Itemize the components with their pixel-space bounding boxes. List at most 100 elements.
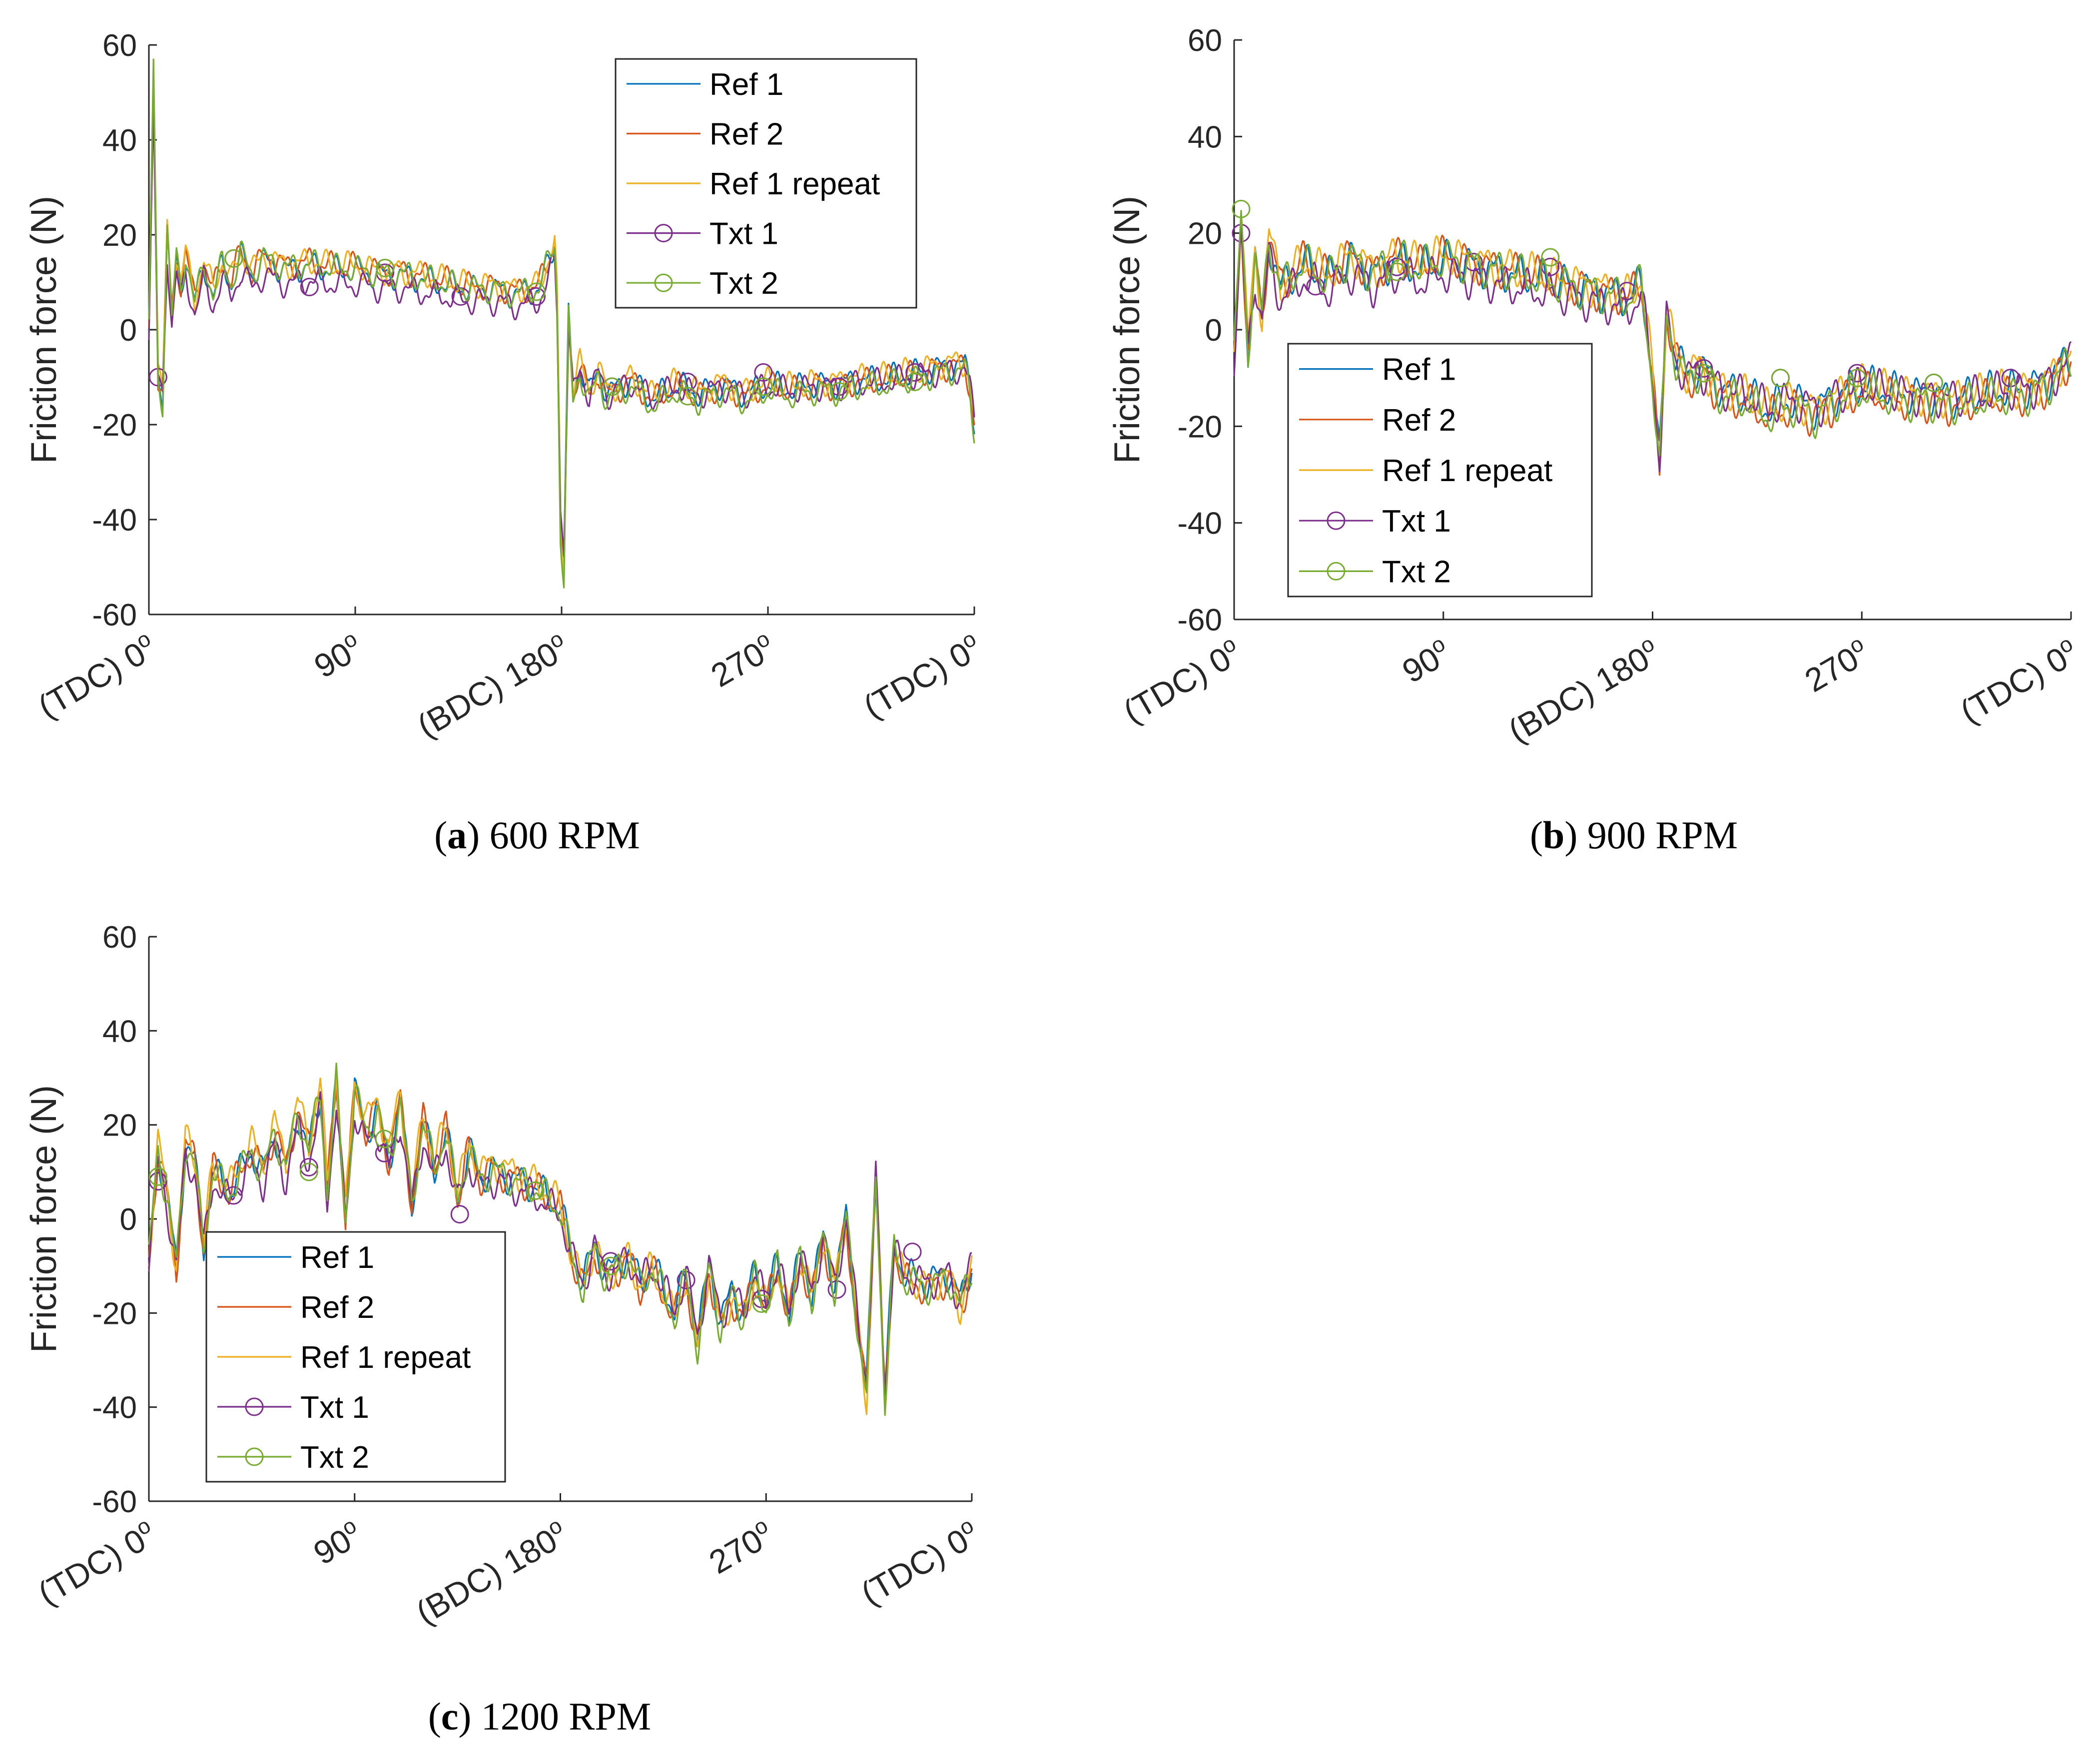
series-marker-txt-2 [829,382,848,401]
panel-c-y-axis-title: Friction force (N) [24,1085,64,1353]
y-tick-label: 40 [1188,120,1222,154]
panel-b-caption-text: 900 RPM [1577,813,1738,857]
panel-a-caption-text: 600 RPM [480,813,640,857]
y-tick-label: -40 [1177,507,1222,541]
x-tick-label: 90o [307,626,369,685]
panel-c-y-tick-labels: -60 -40 -20 0 20 40 60 [92,920,157,1519]
series-marker-txt-2 [752,1294,771,1313]
series-marker-txt-1 [1464,253,1483,272]
series-marker-txt-2 [754,377,773,396]
series-line-ref-1-repeat [148,1075,973,1416]
y-tick-label: 0 [1205,313,1222,348]
panel-b-legend: Ref 1 Ref 2 Ref 1 repeat Txt 1 Txt 2 [1287,343,1593,597]
series-marker-txt-2 [299,1163,318,1181]
x-tick-label: (TDC) 0o [853,1513,985,1612]
panel-b-caption-letter: b [1543,813,1564,857]
series-marker-txt-2 [526,1181,545,1200]
panel-c-1200rpm: Friction force (N) -60 -40 -20 0 20 40 60 (TDC… [24,920,985,1738]
series-line-txt-2 [148,1062,973,1416]
y-tick-label: 20 [102,1109,137,1143]
x-tick-label: 270o [1797,631,1875,699]
panel-c-caption-letter: c [441,1695,459,1738]
series-marker-txt-2 [1848,369,1867,388]
x-tick-label: (BDC) 180o [409,1513,574,1632]
series-line-txt-2 [148,58,975,588]
y-tick-label: 40 [102,1014,137,1049]
series-marker-txt-1 [299,1158,318,1176]
y-tick-label: -20 [92,1296,137,1331]
legend-label-ref-1: Ref 1 [1382,353,1456,387]
y-tick-label: -20 [92,408,137,443]
legend-label-txt-2: Txt 2 [709,266,778,301]
y-tick-label: -40 [92,1391,137,1425]
legend-label-txt-2: Txt 2 [1382,555,1451,589]
legend-label-txt-2: Txt 2 [300,1440,369,1475]
legend-label-ref-2: Ref 2 [1382,403,1456,438]
series-marker-txt-2 [603,377,622,396]
y-tick-label: 60 [1188,23,1222,58]
series-marker-txt-2 [1541,248,1560,267]
legend-marker [654,224,673,243]
panel-c-plot-area [148,937,973,1502]
series-line-txt-2 [1233,210,2072,457]
panel-a-caption: (a) 600 RPM [434,813,640,857]
x-tick-label: (BDC) 180o [1501,631,1666,750]
legend-box [1287,343,1593,597]
panel-b-plot-area [1232,40,2072,620]
panel-b-y-axis-title: Friction force (N) [1107,196,1147,464]
series-marker-txt-1 [450,1205,469,1224]
series-marker-txt-2 [148,1167,167,1186]
y-tick-label: 60 [102,920,137,955]
legend-marker [654,273,673,292]
series-line-txt-1 [148,102,975,558]
panel-a-plot-area [148,45,975,615]
panel-c-legend: Ref 1 Ref 2 Ref 1 repeat Txt 1 Txt 2 [205,1231,506,1483]
series-marker-txt-2 [224,249,243,268]
series-marker-txt-2 [1924,373,1943,392]
legend-marker [1327,562,1346,581]
series-marker-txt-2 [376,259,395,277]
legend-label-ref-1-repeat: Ref 1 repeat [300,1340,471,1375]
legend-label-ref-2: Ref 2 [300,1290,374,1325]
panel-a-caption-letter: a [447,813,467,857]
series-marker-txt-2 [1694,364,1713,383]
panel-a-legend: Ref 1 Ref 2 Ref 1 repeat Txt 1 Txt 2 [615,58,917,309]
series-marker-txt-1 [1694,359,1713,378]
series-marker-txt-2 [601,1256,620,1275]
panel-a-600rpm: Friction force (N) -60 -40 -20 0 20 40 60 (TDC… [24,28,988,857]
x-tick-label: 90o [306,1513,368,1572]
y-tick-label: -60 [92,598,137,632]
y-tick-label: 20 [102,218,137,253]
panel-c-x-tick-labels: (TDC) 0o 90o (BDC) 180o 270o (TDC) 0o [32,1493,985,1632]
panel-a-x-tick-labels: (TDC) 0o 90o (BDC) 180o 270o (TDC) 0o [32,606,988,745]
panel-c-caption: (c) 1200 RPM [428,1695,651,1738]
series-marker-txt-1 [903,1242,922,1261]
x-tick-label: (BDC) 180o [410,626,575,745]
legend-marker [1327,511,1346,530]
panel-b-900rpm: Friction force (N) -60 -40 -20 0 20 40 60 (TDC… [1107,23,2077,857]
legend-marker [245,1397,264,1416]
legend-label-txt-1: Txt 1 [709,217,778,251]
series-marker-txt-2 [1232,199,1251,218]
legend-label-ref-1-repeat: Ref 1 repeat [1382,454,1552,488]
x-tick-label: 270o [703,626,781,694]
panel-a-y-axis-title: Friction force (N) [24,196,64,464]
legend-label-txt-1: Txt 1 [1382,504,1451,539]
panel-b-x-tick-labels: (TDC) 0o 90o (BDC) 180o 270o (TDC) 0o [1116,611,2077,750]
series-marker-txt-1 [905,363,924,382]
panel-b-caption: (b) 900 RPM [1530,813,1738,857]
x-tick-label: (TDC) 0o [856,626,988,725]
y-tick-label: -40 [92,503,137,538]
series-marker-txt-2 [1771,369,1790,388]
series-marker-txt-1 [1617,282,1636,301]
series-marker-txt-2 [678,387,697,406]
series-marker-txt-1 [601,1252,620,1271]
panel-c-caption-text: 1200 RPM [471,1695,651,1738]
legend-label-ref-1-repeat: Ref 1 repeat [709,167,880,201]
y-tick-label: -60 [1177,603,1222,637]
legend-label-ref-2: Ref 2 [709,117,783,151]
series-marker-txt-2 [527,282,546,301]
legend-label-ref-1: Ref 1 [709,67,783,102]
x-tick-label: (TDC) 0o [1116,631,1248,730]
